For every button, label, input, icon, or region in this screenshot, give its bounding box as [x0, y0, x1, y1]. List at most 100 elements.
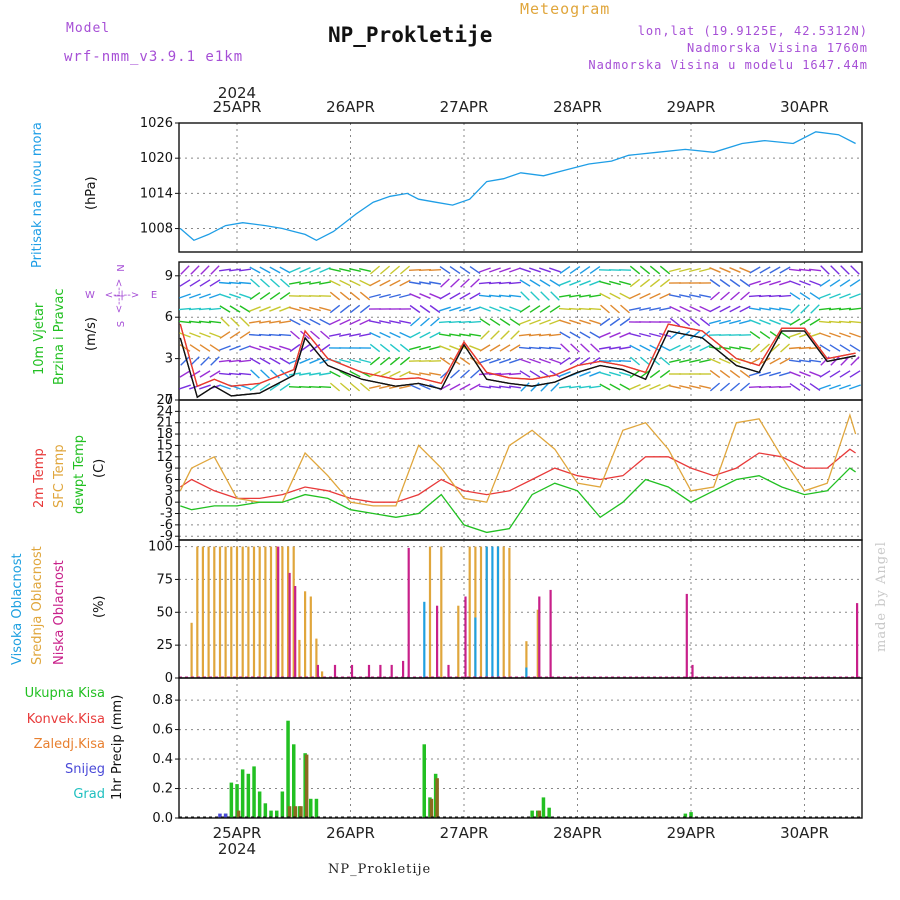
bar-srednja-oblacnost — [201, 546, 204, 678]
wind-arrow — [799, 318, 811, 326]
wind-arrow — [339, 382, 351, 392]
bar-srednja-oblacnost — [281, 546, 284, 678]
y-tick-label: 1014 — [140, 186, 173, 201]
wind-arrow — [729, 357, 741, 365]
bar-srednja-oblacnost — [264, 546, 267, 678]
wind-arrow — [189, 279, 201, 287]
wind-arrow — [229, 331, 241, 339]
wind-arrow — [219, 345, 231, 351]
wind-arrow — [259, 292, 271, 300]
wind-arrow — [499, 306, 511, 312]
wind-arrow — [639, 332, 651, 338]
wind-arrow — [329, 382, 341, 392]
wind-arrow — [510, 330, 520, 340]
wind-arrow — [588, 294, 602, 298]
wind-arrow — [589, 371, 601, 377]
bar-niska-oblacnost — [691, 664, 694, 678]
wind-arrow — [359, 268, 371, 272]
wind-arrow — [319, 306, 331, 312]
wind-arrow — [349, 358, 361, 364]
wind-arrow — [359, 304, 371, 314]
wind-arrow — [508, 281, 522, 285]
wind-arrow — [649, 383, 661, 391]
bar-srednja-oblacnost — [292, 546, 295, 678]
wind-arrow — [709, 382, 721, 392]
wind-arrow — [759, 319, 771, 325]
wind-arrow — [409, 345, 421, 351]
bar-snijeg — [223, 813, 228, 818]
wind-arrow — [849, 384, 861, 390]
wind-arrow — [709, 267, 721, 273]
wind-arrow — [508, 372, 522, 376]
rose-axis-v: <--|--> — [114, 279, 125, 314]
wind-arrow — [609, 332, 621, 338]
wind-arrow — [850, 356, 860, 366]
wind-arrow — [759, 266, 771, 274]
wind-arrow — [659, 292, 671, 300]
day-label-bottom: 25APR — [213, 824, 262, 842]
wind-arrow — [709, 319, 721, 325]
wind-arrow — [489, 385, 501, 389]
wind-arrow — [290, 330, 300, 340]
bar-konvek-kisa — [293, 806, 297, 818]
wind-arrow — [729, 305, 741, 313]
day-label-top: 28APR — [553, 98, 602, 116]
wind-arrow — [719, 319, 731, 325]
wind-arrow — [689, 330, 701, 340]
wind-arrow — [559, 357, 571, 365]
wind-arrow — [359, 318, 371, 326]
wind-arrow — [299, 318, 311, 326]
wind-arrow — [408, 281, 422, 285]
wind-arrow — [189, 293, 201, 299]
wind-arrow — [729, 382, 741, 392]
wind-arrow — [238, 372, 252, 376]
wind-arrow — [689, 385, 701, 389]
wind-arrow — [649, 265, 661, 275]
wind-arrow — [629, 383, 641, 391]
bar-ukupna-kisa — [689, 812, 693, 818]
wind-arrow — [369, 370, 381, 378]
wind-arrow — [379, 343, 391, 353]
wind-arrow — [280, 369, 290, 379]
wind-arrow — [519, 358, 531, 364]
wind-arrow — [179, 344, 191, 352]
wind-arrow — [749, 266, 761, 274]
wind-arrow — [369, 385, 381, 389]
wind-arrow-field — [178, 265, 862, 392]
wind-arrow — [840, 265, 850, 275]
wind-arrow — [639, 344, 651, 352]
wind-arrow — [549, 267, 561, 273]
wind-arrow — [318, 281, 332, 285]
wind-arrow — [240, 317, 250, 327]
wind-arrow — [600, 304, 610, 314]
wind-arrow — [699, 317, 711, 327]
wind-arrow — [819, 279, 831, 287]
day-label-bottom: 28APR — [553, 824, 602, 842]
day-label-top: 29APR — [667, 98, 716, 116]
wind-arrow — [408, 372, 422, 376]
wind-arrow — [298, 281, 312, 285]
wind-arrow — [739, 382, 751, 392]
wind-arrow — [200, 265, 210, 275]
wind-arrow — [840, 356, 850, 366]
wind-arrow — [389, 370, 401, 378]
wind-arrow — [639, 292, 651, 300]
wind-arrow — [699, 267, 711, 273]
wind-arrow — [300, 330, 310, 340]
wind-arrow — [250, 278, 260, 288]
wind-arrow — [798, 346, 812, 350]
wind-arrow — [579, 331, 591, 339]
wind-arrow — [449, 292, 461, 300]
wind-arrow — [399, 356, 411, 366]
wind-arrow — [239, 293, 251, 299]
wind-arrow — [780, 343, 790, 353]
wind-arrow — [368, 320, 382, 324]
wind-arrow — [369, 293, 381, 299]
bar-ukupna-kisa — [547, 807, 551, 818]
wind-arrow — [428, 372, 442, 376]
wind-arrow — [519, 305, 531, 313]
wind-arrow — [789, 332, 801, 338]
wind-arrow — [389, 265, 401, 275]
bar-niska-oblacnost — [447, 664, 450, 678]
wind-arrow — [569, 385, 581, 389]
